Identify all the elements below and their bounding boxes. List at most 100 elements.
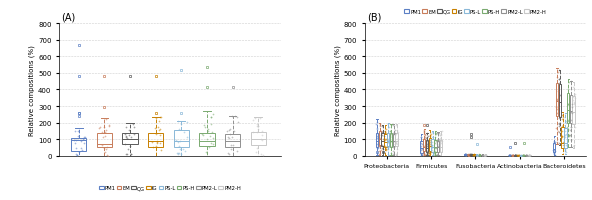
Point <box>478 154 487 157</box>
Point <box>434 132 443 135</box>
Point <box>436 134 445 137</box>
Point <box>506 153 516 157</box>
Point <box>466 154 476 157</box>
Point <box>467 153 477 156</box>
Point <box>391 142 401 145</box>
Point <box>570 93 580 96</box>
Point <box>153 140 162 143</box>
Point <box>473 154 482 157</box>
Point <box>390 132 400 135</box>
Point <box>463 154 472 157</box>
Point <box>510 154 519 157</box>
Point <box>475 154 485 157</box>
Point <box>392 129 402 132</box>
Point <box>391 141 401 144</box>
Point <box>432 153 442 157</box>
Point <box>517 154 527 157</box>
Point <box>378 151 388 154</box>
Point <box>422 140 432 143</box>
Point <box>466 153 475 156</box>
Point <box>464 154 474 157</box>
Point <box>390 146 399 149</box>
Point <box>257 138 266 141</box>
Point <box>175 147 185 150</box>
Point <box>552 126 561 130</box>
Point <box>522 154 531 157</box>
Point <box>504 154 514 157</box>
Point <box>383 139 392 142</box>
Point <box>423 152 432 155</box>
Point <box>549 150 559 154</box>
Point <box>383 140 392 144</box>
Point <box>565 134 575 137</box>
Point <box>523 154 532 157</box>
Point <box>518 154 527 157</box>
Point <box>525 154 534 157</box>
Point <box>505 154 514 157</box>
Point <box>153 140 162 144</box>
Point <box>73 129 83 133</box>
Point <box>472 153 482 156</box>
Point <box>416 147 425 150</box>
Point <box>569 99 578 102</box>
Point <box>100 151 110 154</box>
Point <box>197 133 207 136</box>
Point <box>478 154 487 157</box>
Point <box>555 78 564 81</box>
Point <box>514 154 523 158</box>
Point <box>121 153 130 156</box>
Point <box>460 152 469 156</box>
Point <box>69 139 79 142</box>
Point <box>473 154 482 157</box>
Point <box>422 149 432 153</box>
Point <box>155 119 164 123</box>
Point <box>514 154 523 157</box>
Point <box>391 153 401 157</box>
Point <box>509 153 518 157</box>
Point <box>386 140 395 143</box>
Point <box>472 154 482 157</box>
Point <box>372 146 382 149</box>
Point <box>383 138 392 141</box>
Point <box>379 135 388 138</box>
Point <box>550 154 559 157</box>
Point <box>387 124 396 127</box>
Point <box>105 125 114 128</box>
Point <box>129 125 139 129</box>
Point <box>561 151 570 154</box>
Point <box>173 120 183 123</box>
Point <box>549 149 558 152</box>
Point <box>517 154 526 157</box>
Point <box>461 154 471 157</box>
Point <box>520 154 529 157</box>
Point <box>564 134 574 137</box>
Point <box>511 154 521 157</box>
Point <box>564 88 573 92</box>
Point <box>385 130 395 133</box>
Point <box>570 103 579 106</box>
Point <box>374 144 384 148</box>
Point <box>472 154 482 157</box>
Point <box>564 120 573 123</box>
Point <box>481 153 491 156</box>
Point <box>206 142 215 145</box>
Point <box>388 150 398 153</box>
Point <box>557 135 567 138</box>
Point <box>206 116 215 119</box>
Point <box>380 144 390 148</box>
Point <box>232 150 242 153</box>
Point <box>519 154 528 157</box>
Point <box>507 154 517 157</box>
Point <box>378 149 387 153</box>
Point <box>430 146 440 149</box>
Point <box>468 153 478 157</box>
Point <box>564 135 574 138</box>
Point <box>98 135 108 139</box>
Point <box>102 154 112 157</box>
Point <box>480 154 490 157</box>
Point <box>433 138 443 141</box>
Point <box>469 153 479 156</box>
Point <box>472 153 481 156</box>
Point <box>510 154 519 157</box>
Point <box>227 115 237 118</box>
